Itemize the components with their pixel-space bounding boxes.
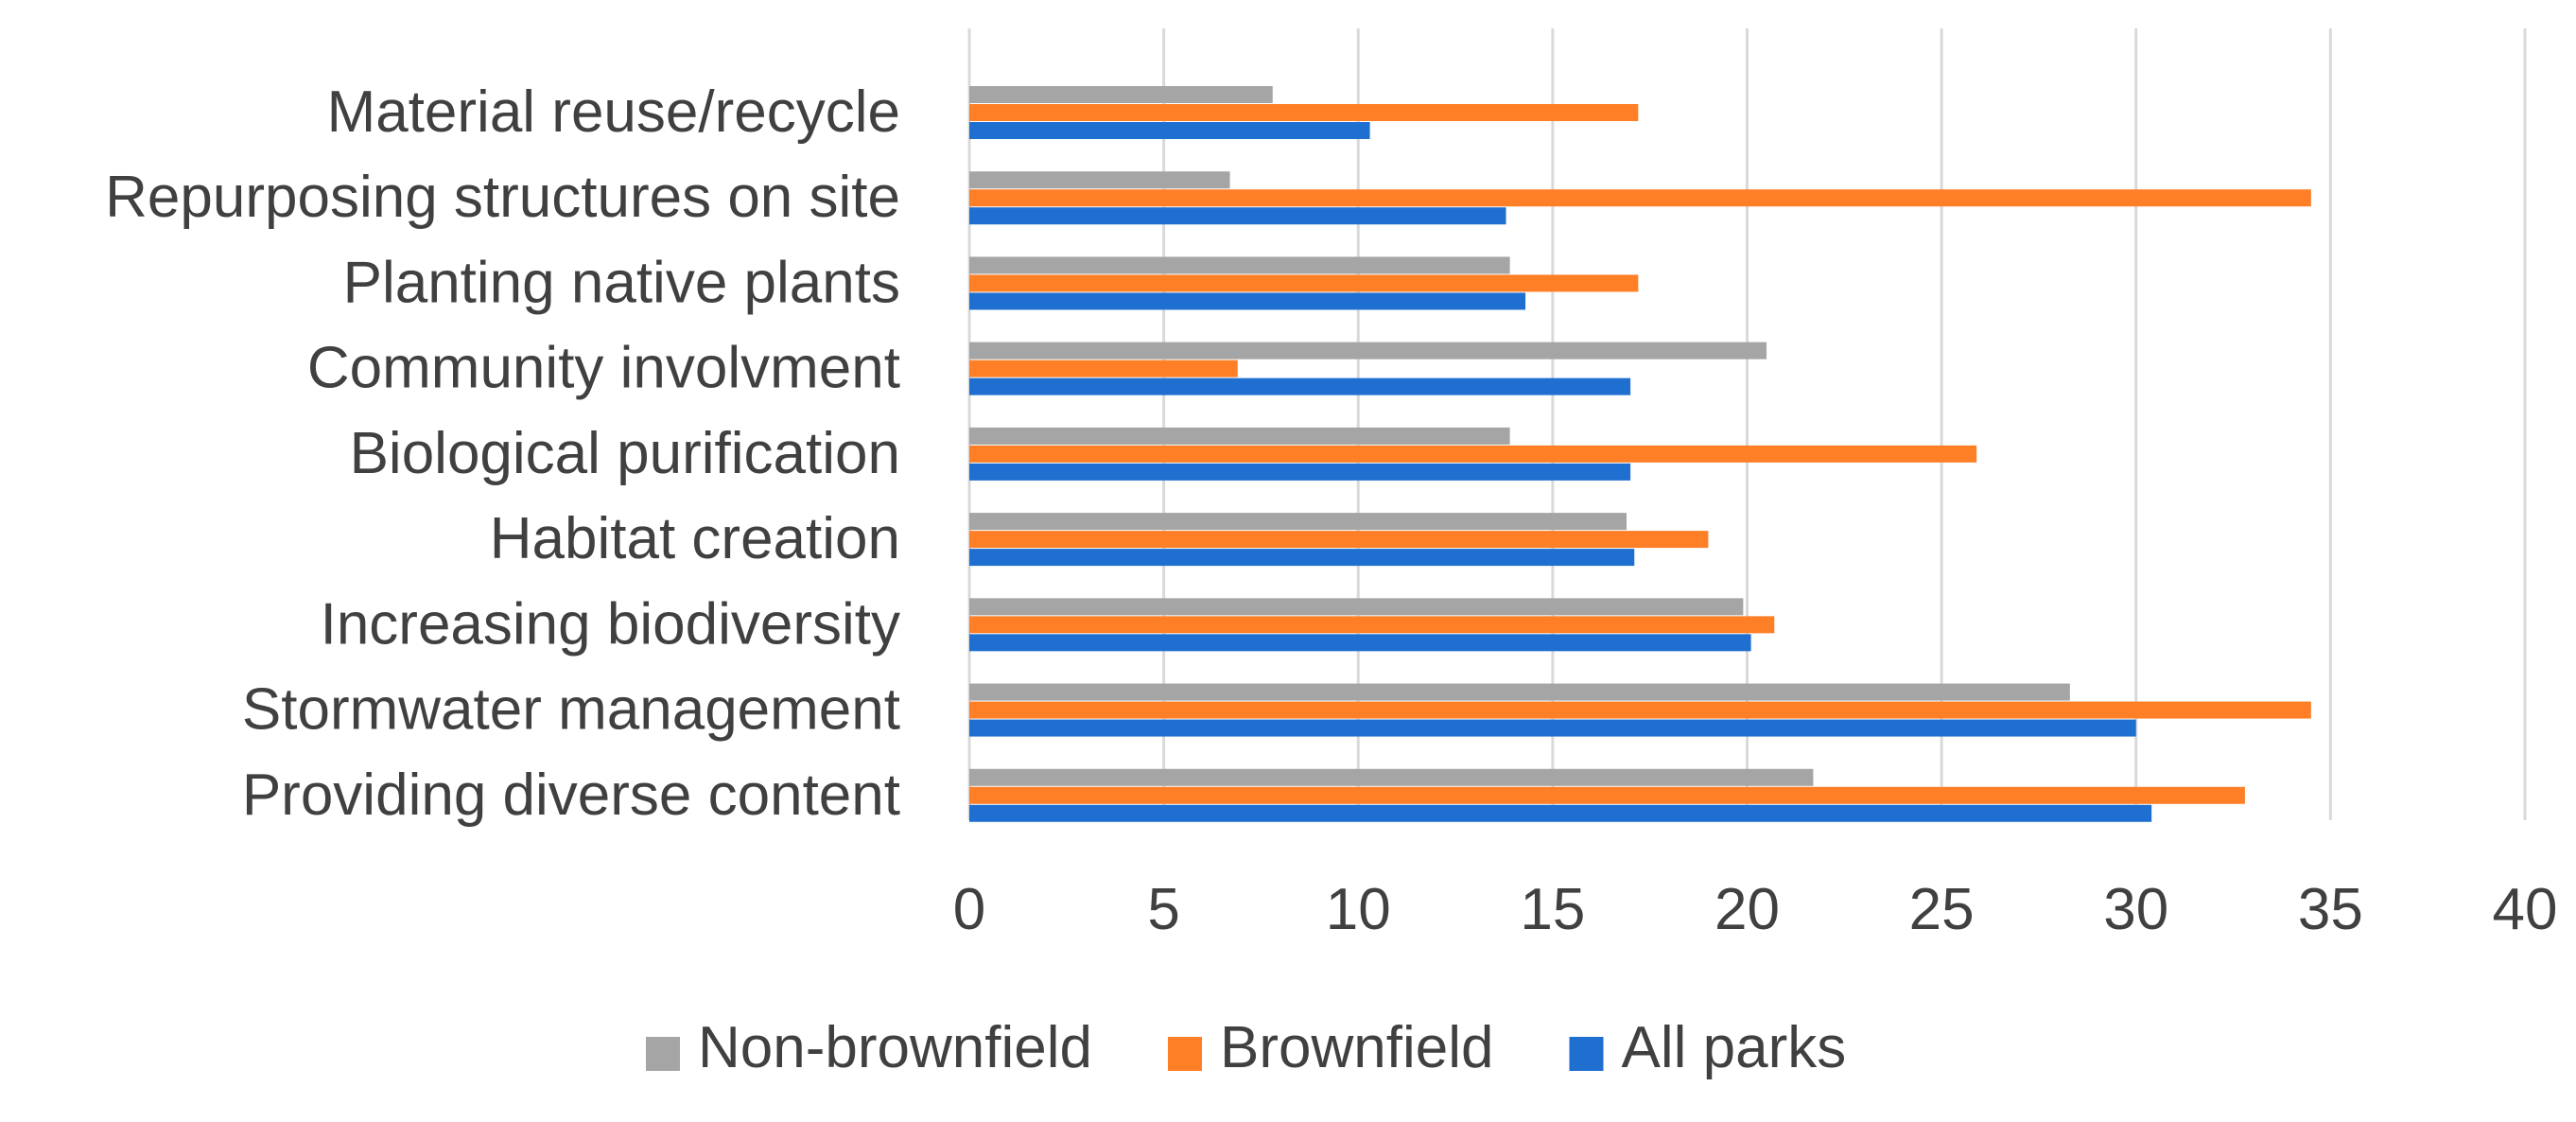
legend-label: Non-brownfield	[698, 1015, 1092, 1080]
bar-brownfield	[969, 701, 2311, 719]
category-label: Repurposing structures on site	[105, 165, 900, 230]
gridlines	[967, 28, 2527, 820]
bar-non-brownfield	[969, 427, 1510, 445]
bar-all-parks	[969, 463, 1631, 481]
legend-swatch	[646, 1037, 680, 1071]
x-tick-label: 10	[1326, 877, 1391, 942]
bar-brownfield	[969, 445, 1977, 463]
bar-brownfield	[969, 189, 2311, 207]
bar-all-parks	[969, 377, 1631, 395]
bar-brownfield	[969, 359, 1238, 377]
category-label: Material reuse/recycle	[327, 79, 900, 145]
category-label: Biological purification	[350, 421, 900, 486]
category-label: Community involvment	[307, 336, 900, 401]
bar-all-parks	[969, 122, 1370, 139]
category-label: Providing diverse content	[242, 763, 900, 828]
bar-non-brownfield	[969, 256, 1510, 274]
bar-non-brownfield	[969, 342, 1767, 359]
legend-swatch	[1168, 1037, 1202, 1071]
x-tick-label: 30	[2103, 877, 2168, 942]
bar-all-parks	[969, 292, 1526, 310]
category-label: Habitat creation	[490, 506, 900, 571]
x-tick-label: 0	[953, 877, 985, 942]
x-tick-label: 20	[1714, 877, 1780, 942]
bar-brownfield	[969, 786, 2245, 804]
bar-non-brownfield	[969, 171, 1230, 189]
legend: Non-brownfield Brownfield All parks	[646, 1015, 1846, 1080]
bar-brownfield	[969, 616, 1775, 634]
x-tick-label: 25	[1909, 877, 1975, 942]
bar-brownfield	[969, 104, 1639, 121]
bar-non-brownfield	[969, 768, 1814, 786]
category-label: Increasing biodiversity	[321, 591, 900, 657]
category-label: Stormwater management	[242, 677, 900, 743]
legend-label: Brownfield	[1220, 1015, 1493, 1080]
bar-brownfield	[969, 274, 1639, 292]
bar-all-parks	[969, 634, 1751, 652]
bar-all-parks	[969, 804, 2152, 822]
bar-non-brownfield	[969, 598, 1744, 616]
bar-brownfield	[969, 531, 1709, 549]
x-axis-ticks: 0 5 10 15 20 25 30 35 40	[953, 877, 2558, 942]
bar-all-parks	[969, 549, 1635, 567]
x-tick-label: 5	[1147, 877, 1179, 942]
bar-non-brownfield	[969, 683, 2070, 701]
x-tick-label: 40	[2493, 877, 2558, 942]
bar-non-brownfield	[969, 86, 1273, 103]
bar-all-parks	[969, 719, 2136, 737]
x-tick-label: 15	[1520, 877, 1585, 942]
category-labels: Material reuse/recycle Repurposing struct…	[105, 79, 900, 828]
legend-label: All parks	[1621, 1015, 1846, 1080]
bar-all-parks	[969, 207, 1506, 225]
category-label: Planting native plants	[343, 250, 900, 315]
bars	[969, 86, 2311, 822]
legend-swatch	[1569, 1037, 1604, 1071]
x-tick-label: 35	[2298, 877, 2363, 942]
bar-non-brownfield	[969, 513, 1627, 531]
